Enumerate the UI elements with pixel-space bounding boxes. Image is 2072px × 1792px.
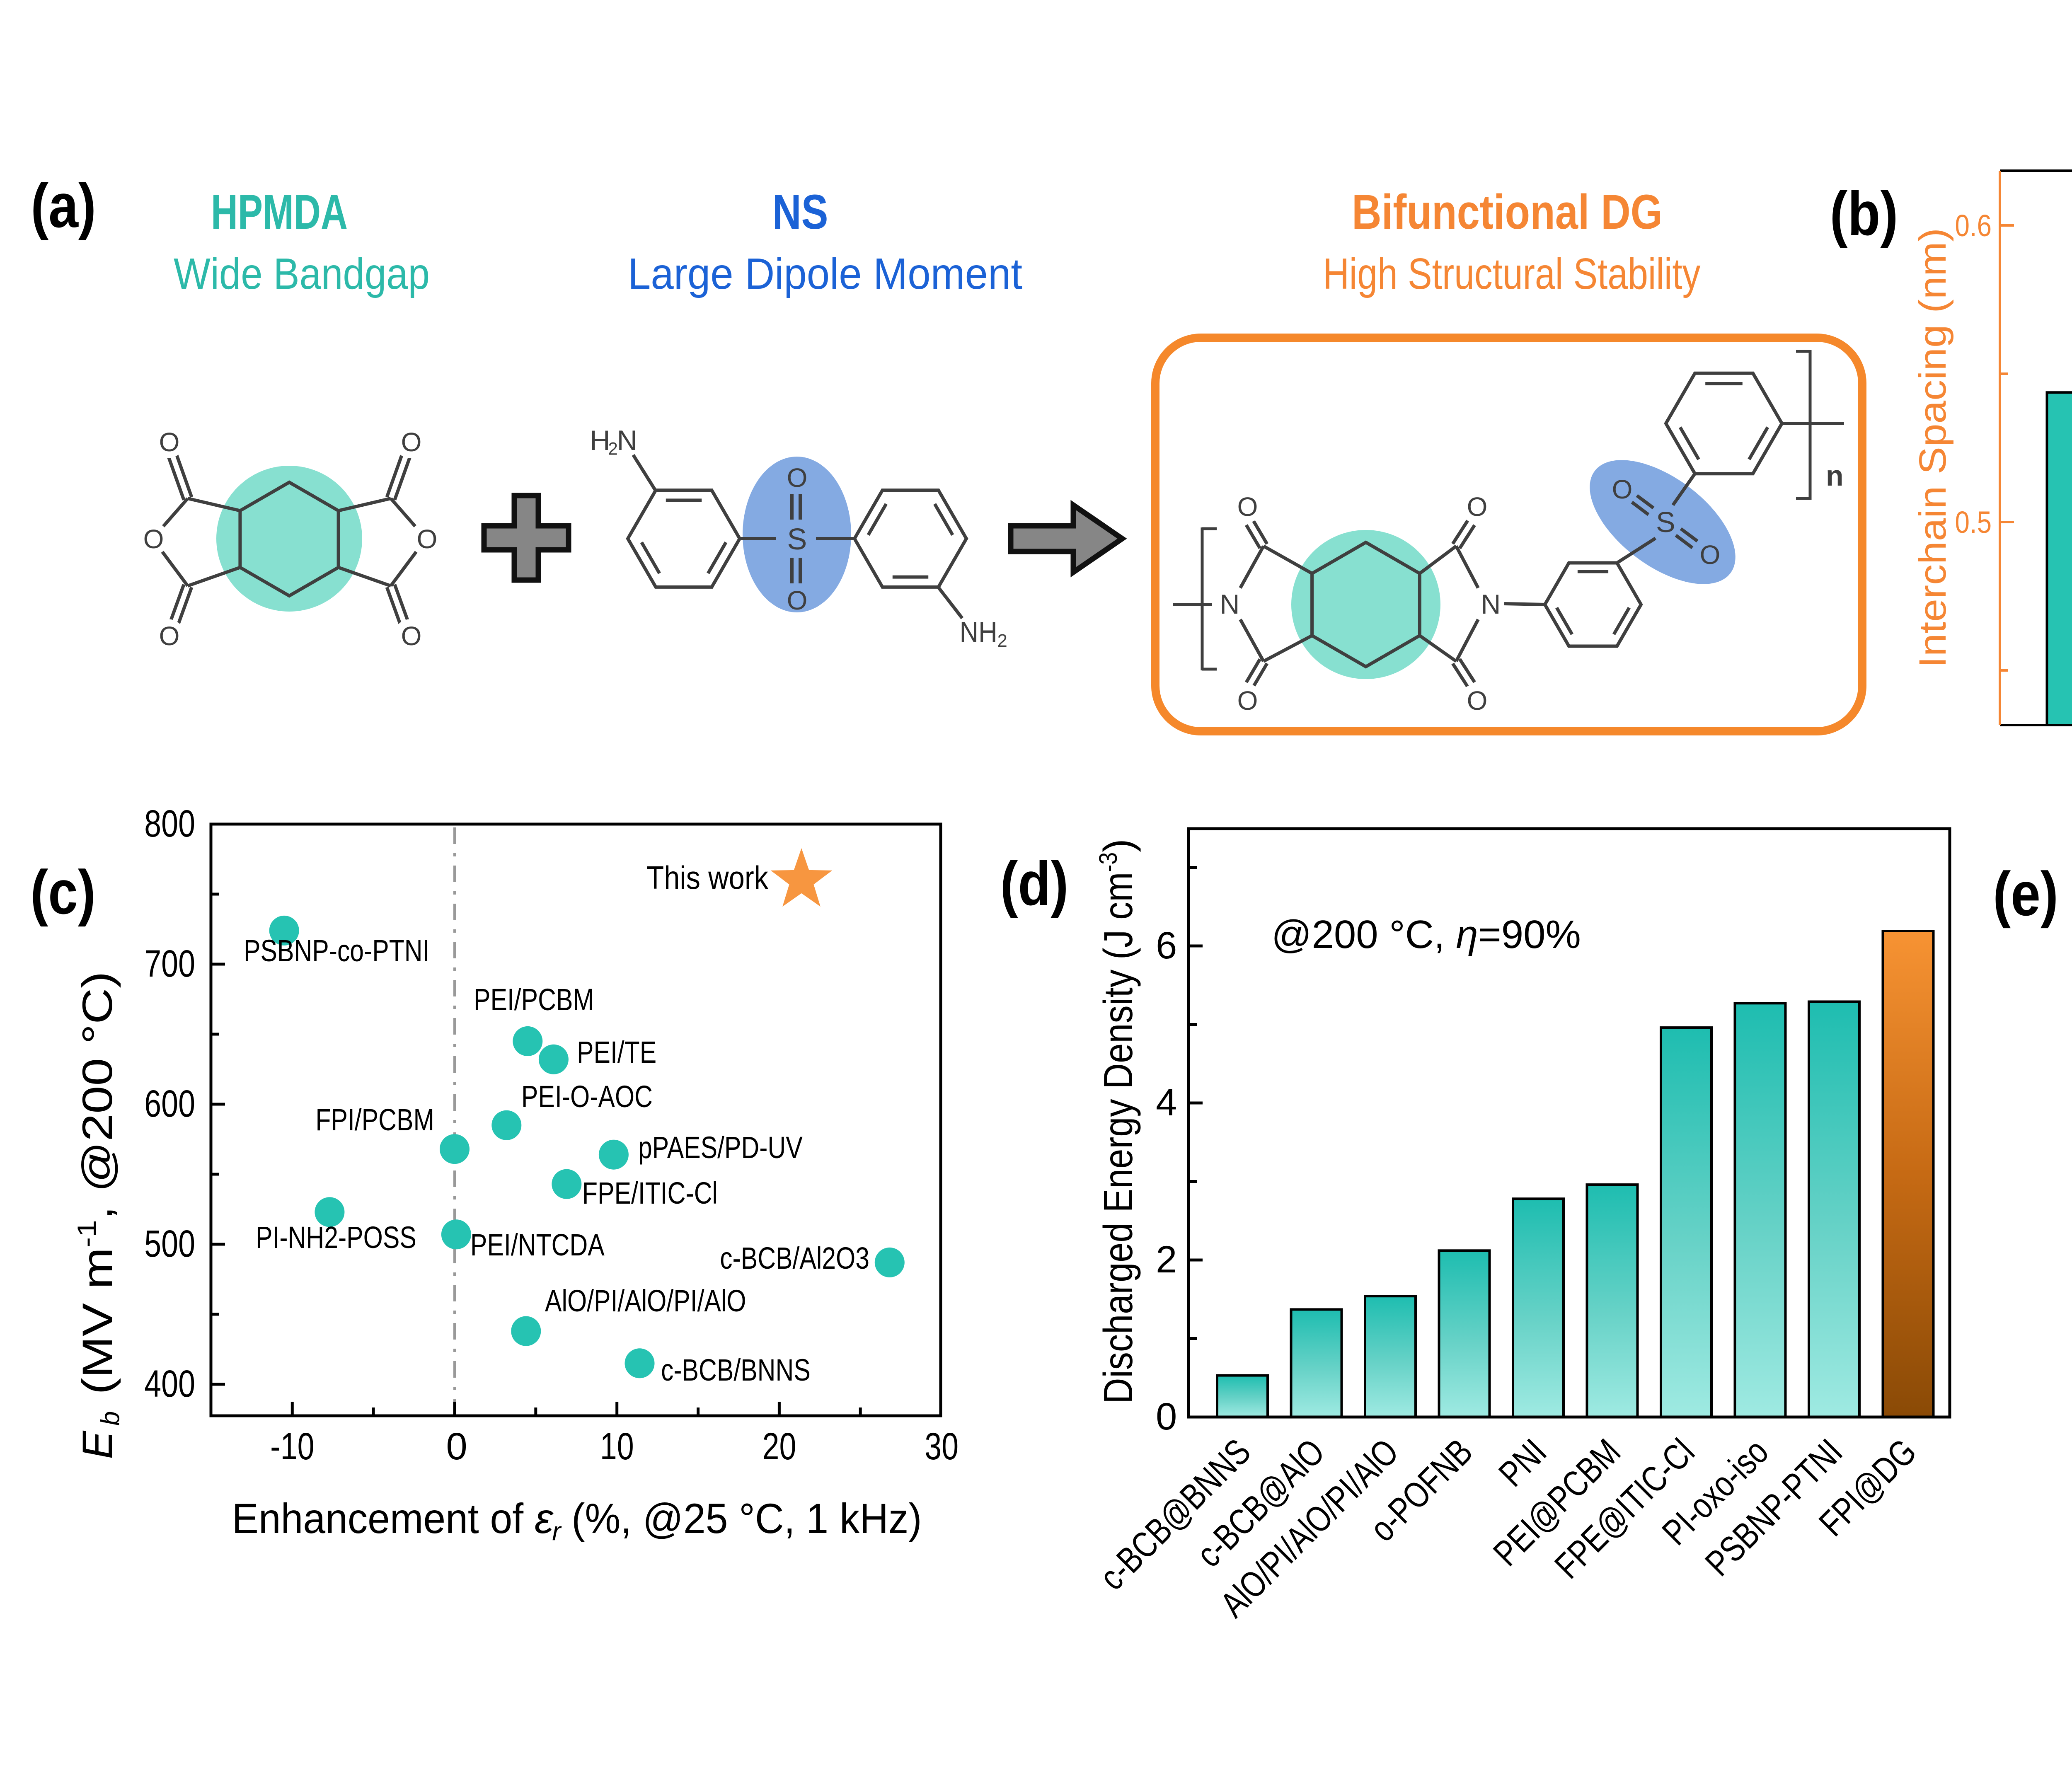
svg-text:PEI/NTCDA: PEI/NTCDA — [470, 1228, 605, 1262]
svg-text:PSBNP-co-PTNI: PSBNP-co-PTNI — [244, 933, 430, 968]
svg-text:S: S — [1656, 506, 1675, 538]
svg-text:700: 700 — [144, 943, 195, 985]
svg-text:O: O — [787, 463, 808, 493]
svg-text:Wide Bandgap: Wide Bandgap — [174, 249, 430, 298]
svg-text:(a): (a) — [31, 171, 96, 240]
svg-text:pPAES/PD-UV: pPAES/PD-UV — [638, 1130, 803, 1165]
svg-text:(e): (e) — [1993, 859, 2058, 929]
svg-text:600: 600 — [144, 1083, 195, 1125]
svg-text:800: 800 — [144, 803, 195, 845]
svg-text:O: O — [787, 585, 808, 615]
svg-text:NS: NS — [772, 185, 828, 239]
svg-text:(d): (d) — [1000, 849, 1069, 918]
svg-text:2: 2 — [1156, 1238, 1177, 1281]
svg-text:Eb (MV m-1, @200 °C): Eb (MV m-1, @200 °C) — [73, 972, 125, 1459]
svg-text:Large Dipole Moment: Large Dipole Moment — [628, 249, 1022, 298]
svg-text:500: 500 — [144, 1223, 195, 1265]
svg-text:PEI-O-AOC: PEI-O-AOC — [521, 1079, 653, 1114]
svg-text:c-BCB/BNNS: c-BCB/BNNS — [661, 1353, 811, 1387]
svg-text:c-BCB/Al2O3: c-BCB/Al2O3 — [720, 1241, 869, 1275]
svg-text:@200 °C, η=90%: @200 °C, η=90% — [1271, 912, 1581, 957]
svg-text:-10: -10 — [270, 1425, 314, 1468]
svg-text:O: O — [1237, 492, 1258, 522]
svg-text:400: 400 — [144, 1363, 195, 1405]
svg-text:O: O — [159, 621, 180, 651]
svg-text:0: 0 — [446, 1425, 467, 1468]
svg-text:FPI/PCBM: FPI/PCBM — [315, 1103, 434, 1137]
svg-text:Bifunctional DG: Bifunctional DG — [1352, 185, 1663, 239]
svg-text:O: O — [1700, 540, 1721, 570]
svg-text:10: 10 — [600, 1425, 634, 1468]
svg-text:Interchain Spacing (nm): Interchain Spacing (nm) — [1912, 228, 1954, 668]
svg-text:20: 20 — [762, 1425, 796, 1468]
svg-text:(b): (b) — [1830, 179, 1898, 248]
svg-text:N: N — [1481, 589, 1501, 619]
svg-text:30: 30 — [925, 1425, 959, 1468]
svg-text:High Structural Stability: High Structural Stability — [1323, 249, 1701, 298]
svg-text:O: O — [401, 621, 422, 651]
svg-text:O: O — [1237, 686, 1258, 716]
svg-text:O: O — [401, 427, 422, 457]
svg-text:n: n — [1826, 459, 1844, 492]
svg-text:O: O — [417, 524, 438, 554]
svg-text:Discharged Energy Density (J c: Discharged Energy Density (J cm-3) — [1094, 839, 1141, 1404]
svg-text:O: O — [1467, 686, 1488, 716]
svg-text:O: O — [159, 427, 180, 457]
svg-text:O: O — [1467, 492, 1488, 522]
svg-text:Enhancement of εr (%, @25 °C,: Enhancement of εr (%, @25 °C, 1 kHz) — [232, 1495, 922, 1546]
svg-text:O: O — [1612, 474, 1633, 504]
svg-text:0: 0 — [1156, 1395, 1177, 1438]
svg-text:4: 4 — [1156, 1081, 1177, 1124]
svg-text:FPE/ITIC-Cl: FPE/ITIC-Cl — [582, 1176, 718, 1210]
svg-text:(c): (c) — [30, 857, 96, 927]
svg-text:N: N — [1220, 589, 1240, 619]
svg-text:0.6: 0.6 — [1955, 208, 1992, 243]
svg-text:S: S — [787, 523, 807, 556]
svg-text:O: O — [143, 524, 164, 554]
svg-text:HPMDA: HPMDA — [211, 185, 348, 239]
svg-text:AlO/PI/AlO/PI/AlO: AlO/PI/AlO/PI/AlO — [545, 1284, 746, 1318]
svg-text:This work: This work — [646, 859, 769, 896]
svg-text:0.5: 0.5 — [1955, 505, 1992, 539]
svg-text:PEI/PCBM: PEI/PCBM — [474, 982, 594, 1017]
svg-text:PI-NH2-POSS: PI-NH2-POSS — [256, 1220, 416, 1255]
svg-text:6: 6 — [1156, 924, 1177, 967]
svg-text:PEI/TE: PEI/TE — [577, 1035, 656, 1069]
